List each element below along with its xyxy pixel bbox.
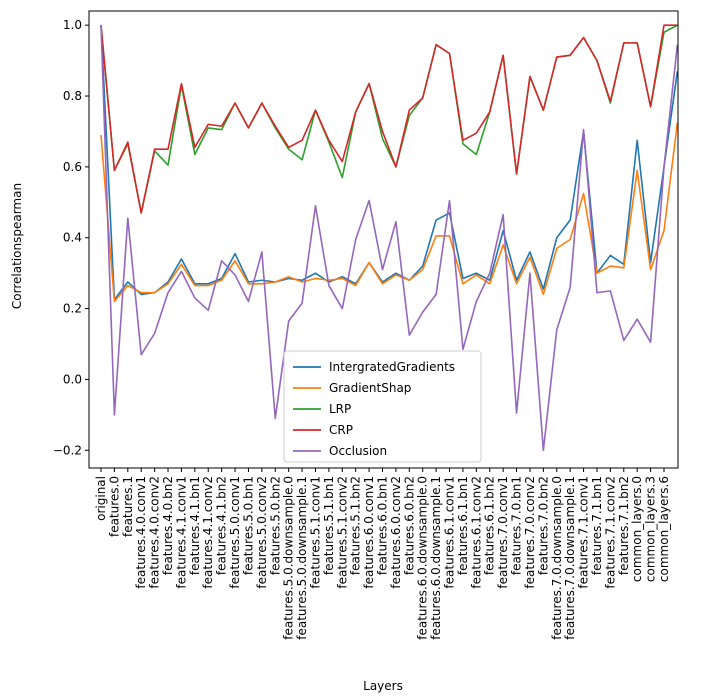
y-tick-label: 0.6 xyxy=(63,160,82,174)
x-tick-label: features.4.1.conv2 xyxy=(201,476,215,589)
x-tick-label: features.6.1.bn1 xyxy=(456,476,470,575)
x-tick-label: features.7.1.bn1 xyxy=(590,476,604,575)
x-tick-label: features.5.1.bn2 xyxy=(349,476,363,575)
x-tick-label: features.7.0.downsample.1 xyxy=(563,476,577,640)
y-tick-label: −0.2 xyxy=(53,443,82,457)
x-tick-label: common_layers.0 xyxy=(630,476,644,582)
y-tick-label: 0.2 xyxy=(63,302,82,316)
x-tick-label: features.6.1.conv1 xyxy=(443,476,457,589)
x-tick-label: features.6.1.conv2 xyxy=(469,476,483,589)
x-tick-label: features.4.1.bn2 xyxy=(215,476,229,575)
x-tick-label: common_layers.3 xyxy=(644,476,658,582)
x-tick-label: features.7.0.conv1 xyxy=(496,476,510,589)
x-tick-label: features.4.0.bn2 xyxy=(161,476,175,575)
x-tick-label: features.7.1.conv2 xyxy=(603,476,617,589)
x-tick-label: features.1 xyxy=(121,476,135,537)
x-tick-label: features.5.1.conv1 xyxy=(308,476,322,589)
x-tick-label: features.7.0.downsample.0 xyxy=(550,476,564,640)
x-tick-label: features.5.0.downsample.1 xyxy=(295,476,309,640)
legend-entry: GradientShap xyxy=(329,381,411,395)
x-tick-label: common_layers.6 xyxy=(657,476,671,582)
x-tick-label: features.6.0.conv2 xyxy=(389,476,403,589)
x-tick-label: original xyxy=(94,476,108,521)
x-tick-label: features.6.0.conv1 xyxy=(362,476,376,589)
legend-entry: IntergratedGradients xyxy=(329,360,455,374)
legend-box xyxy=(283,350,482,463)
series-line-1 xyxy=(100,122,679,303)
x-tick-label: features.5.0.conv2 xyxy=(255,476,269,589)
x-tick-label: features.5.0.conv1 xyxy=(228,476,242,589)
x-tick-label: features.4.1.conv1 xyxy=(174,476,188,589)
plot-area: −0.2 0.0 0.2 0.4 0.6 0.8 1.0 original features.0… xyxy=(53,10,679,640)
x-tick-label: features.7.0.bn2 xyxy=(536,476,550,575)
legend-entry: CRP xyxy=(329,423,353,437)
series-line-4 xyxy=(100,25,679,452)
x-tick-label: features.6.0.bn1 xyxy=(376,476,390,575)
x-tick-label: features.7.0.conv2 xyxy=(523,476,537,589)
y-tick-label: 1.0 xyxy=(63,18,82,32)
x-tick-label: features.6.1.bn2 xyxy=(483,476,497,575)
x-tick-label: features.7.1.bn2 xyxy=(617,476,631,575)
x-tick-label: features.6.0.downsample.0 xyxy=(416,476,430,640)
x-tick-label: features.6.0.bn2 xyxy=(402,476,416,575)
series-line-3 xyxy=(100,24,678,214)
legend: IntergratedGradients GradientShap LRP CRP Oc… xyxy=(283,350,482,463)
x-tick-label: features.4.1.bn1 xyxy=(188,476,202,575)
x-axis-label: Layers xyxy=(363,679,403,693)
x-tick-label: features.5.1.bn1 xyxy=(322,476,336,575)
y-tick-label: 0.8 xyxy=(63,89,82,103)
x-tick-label: features.7.0.bn1 xyxy=(510,476,524,575)
x-tick-label: features.5.0.downsample.0 xyxy=(282,476,296,640)
series-line-0 xyxy=(100,25,679,301)
legend-entry: Occlusion xyxy=(329,444,387,458)
x-tick-label: features.6.0.downsample.1 xyxy=(429,476,443,640)
x-tick-label: features.5.0.bn1 xyxy=(241,476,255,575)
y-tick-label: 0.4 xyxy=(63,231,82,245)
y-tick-label: 0.0 xyxy=(63,372,82,386)
y-axis-label: Correlationspearman xyxy=(10,183,24,309)
series-line-2 xyxy=(100,24,678,214)
x-tick-label: features.4.0.conv1 xyxy=(134,476,148,589)
x-tick-label: features.5.1.conv2 xyxy=(335,476,349,589)
plot-frame xyxy=(88,10,679,469)
x-tick-label: features.4.0.conv2 xyxy=(148,476,162,589)
legend-entry: LRP xyxy=(329,402,351,416)
x-tick-label: features.0 xyxy=(107,476,121,537)
x-tick-label: features.5.0.bn2 xyxy=(268,476,282,575)
x-tick-label: features.7.1.conv1 xyxy=(577,476,591,589)
